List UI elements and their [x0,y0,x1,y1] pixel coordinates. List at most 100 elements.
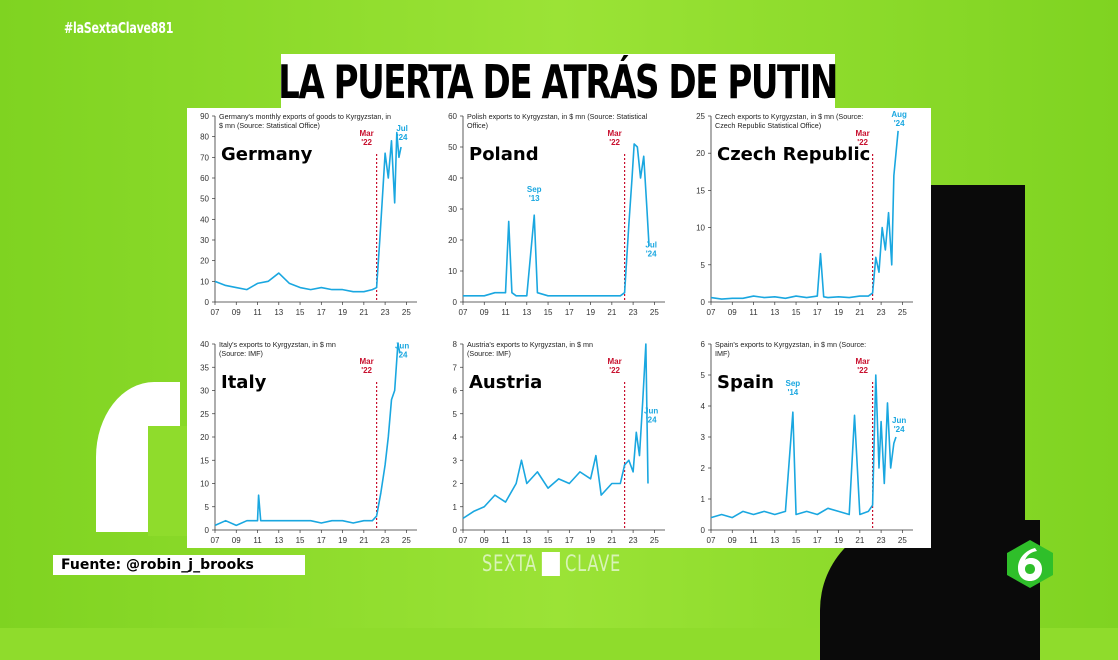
vline-label: Mar [359,129,373,138]
y-tick-label: 1 [453,503,458,512]
x-tick-label: 17 [317,308,326,317]
annotation-label: Jul [645,241,657,250]
lasexta-six-logo [1007,540,1053,588]
x-tick-label: 19 [586,308,595,317]
y-tick-label: 10 [696,224,705,233]
x-tick-label: 07 [707,308,716,317]
x-tick-label: 09 [480,308,489,317]
x-tick-label: 23 [629,536,638,545]
chart-italy: 0 5 10 15 20 25 30 35 40 07 09 11 13 15 17 19 21 23 25 Ital… [200,340,417,545]
y-tick-label: 30 [448,205,457,214]
y-tick-label: 60 [200,174,209,183]
chart-description: (Source: IMF) [467,349,511,358]
annotation-label: Sep [527,185,542,194]
country-name: Italy [221,372,267,393]
annotation-label: Sep [786,379,801,388]
x-tick-label: 21 [359,536,368,545]
country-name: Germany [221,144,313,165]
x-tick-label: 09 [480,536,489,545]
chart-description: Italy's exports to Kyrgyzstan, in $ mn [219,340,336,349]
y-tick-label: 0 [453,298,458,307]
logo-right-text: CLAVE [564,551,622,577]
series-line [214,343,401,527]
quote-mark [96,382,188,536]
chart-description: Spain's exports to Kyrgyzstan, in $ mn (… [715,340,866,349]
chart-description: Czech Republic Statistical Office) [715,121,821,130]
x-tick-label: 11 [253,536,262,545]
vline-label: '22 [609,366,620,375]
source-label: Fuente: @robin_j_brooks [61,557,254,573]
x-tick-label: 13 [522,308,531,317]
y-tick-label: 1 [701,495,706,504]
annotation-label: Jun [644,407,658,416]
logo-left-text: SEXTA [482,551,538,577]
vline-label: Mar [855,129,869,138]
x-tick-label: 13 [522,536,531,545]
vline-label: Mar [607,129,621,138]
chart-description: Austria's exports to Kyrgyzstan, in $ mn [467,340,593,349]
x-tick-label: 21 [359,308,368,317]
chart-description: Germany's monthly exports of goods to Ky… [219,112,391,121]
annotation-label: '24 [646,416,657,425]
y-tick-label: 7 [453,363,458,372]
vline-label: '22 [609,138,620,147]
x-tick-label: 23 [877,308,886,317]
charts-panel: 0 10 20 30 40 50 60 70 80 90 07 09 11 13 15 17 19 21 23 25 G… [187,108,931,548]
vline-label: Mar [359,357,373,366]
y-tick-label: 20 [696,149,705,158]
y-tick-label: 10 [200,480,209,489]
x-tick-label: 23 [629,308,638,317]
y-tick-label: 30 [200,387,209,396]
x-tick-label: 17 [565,308,574,317]
x-tick-label: 25 [898,308,907,317]
x-tick-label: 15 [296,308,305,317]
annotation-label: Jun [395,342,409,351]
x-tick-label: 25 [898,536,907,545]
vline-label: '22 [857,138,868,147]
vline-label: '22 [361,366,372,375]
y-tick-label: 0 [205,526,210,535]
y-tick-label: 2 [453,480,458,489]
series-line [462,343,649,520]
y-tick-label: 40 [448,174,457,183]
chart-description: Polish exports to Kyrgyzstan, in $ mn (S… [467,112,648,121]
annotation-label: '24 [397,351,408,360]
x-tick-label: 07 [459,536,468,545]
x-tick-label: 15 [296,536,305,545]
source-box: Fuente: @robin_j_brooks [53,555,305,575]
x-tick-label: 19 [834,308,843,317]
x-tick-label: 19 [586,536,595,545]
y-tick-label: 5 [701,261,706,270]
annotation-label: '14 [787,388,798,397]
x-tick-label: 09 [728,536,737,545]
x-tick-label: 13 [274,308,283,317]
x-tick-label: 11 [501,536,510,545]
series-line [710,130,899,300]
lasexta-clave-logo: SEXTA CLAVE [482,550,621,578]
x-tick-label: 17 [565,536,574,545]
series-line [710,374,897,519]
x-tick-label: 11 [749,536,758,545]
country-name: Poland [469,144,539,165]
headline: LA PUERTA DE ATRÁS DE PUTIN [278,55,839,109]
y-tick-label: 50 [200,195,209,204]
y-tick-label: 20 [200,433,209,442]
chart-description: Office) [467,121,488,130]
y-tick-label: 15 [200,456,209,465]
hashtag: #laSextaClave881 [64,19,174,37]
y-tick-label: 8 [453,340,458,349]
y-tick-label: 40 [200,215,209,224]
x-tick-label: 15 [792,308,801,317]
x-tick-label: 07 [459,308,468,317]
x-tick-label: 23 [381,536,390,545]
y-tick-label: 70 [200,153,209,162]
x-tick-label: 25 [402,536,411,545]
country-name: Spain [717,372,774,393]
country-name: Czech Republic [717,144,870,165]
y-tick-label: 20 [200,257,209,266]
x-tick-label: 15 [792,536,801,545]
chart-description: IMF) [715,349,730,358]
y-tick-label: 35 [200,363,209,372]
y-tick-label: 4 [701,402,706,411]
